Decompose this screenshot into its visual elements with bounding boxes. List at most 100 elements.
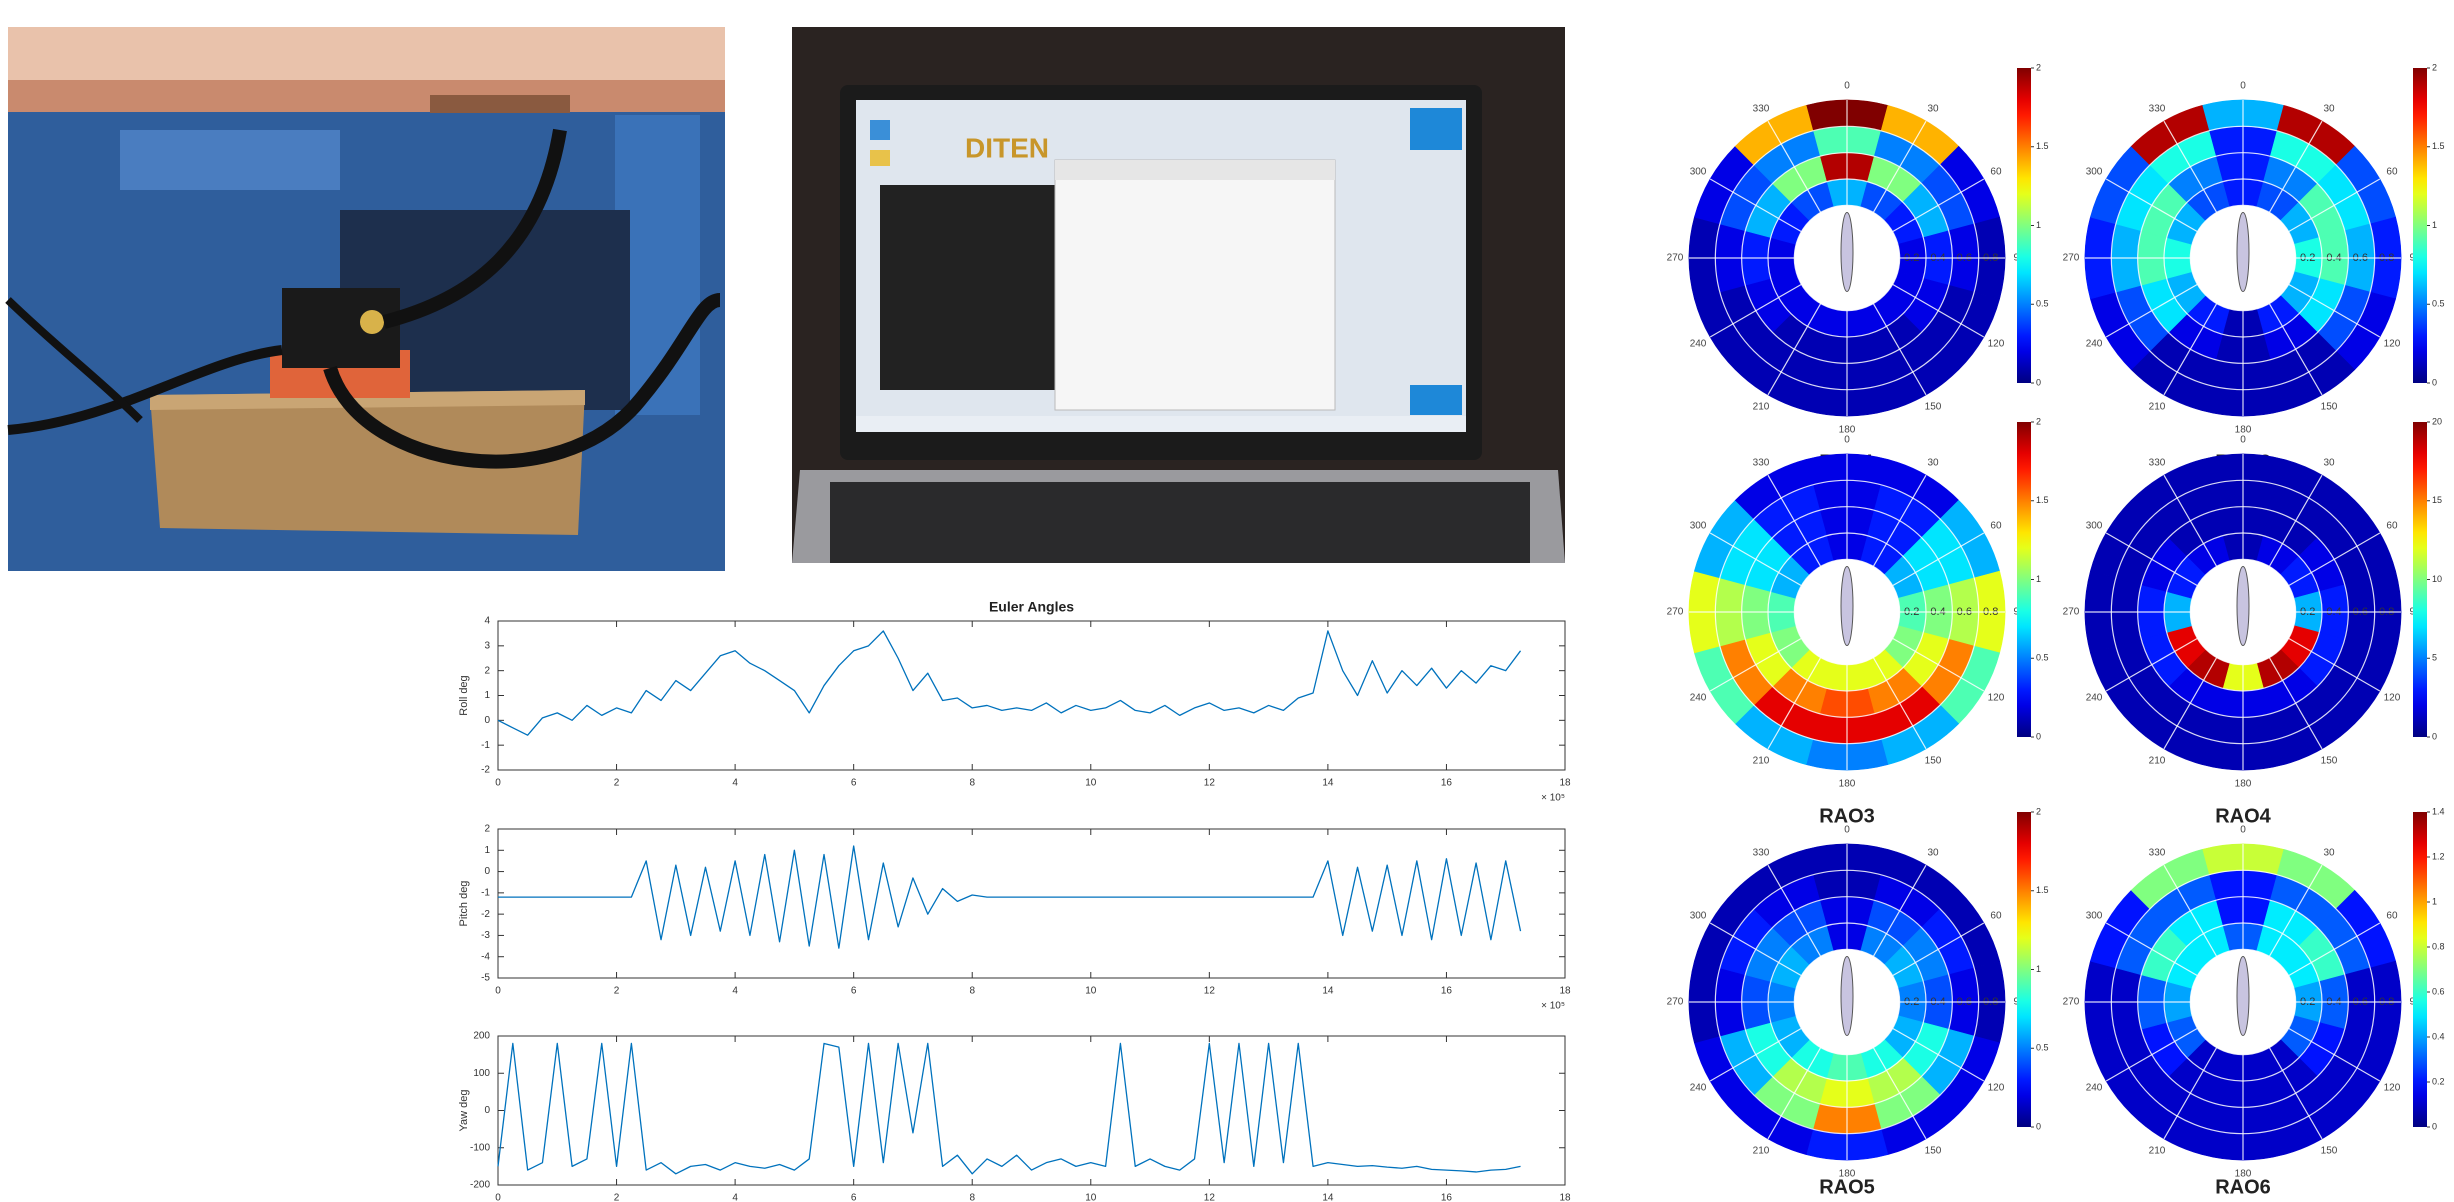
angular-tick-label: 60: [1990, 167, 2002, 178]
angular-tick-label: 150: [2321, 1146, 2338, 1157]
colorbar-tick-label: 1.2: [2432, 851, 2445, 861]
colorbar: [2017, 812, 2031, 1127]
angular-grid: [2105, 1027, 2198, 1082]
x-tick-label: 18: [1559, 986, 1571, 997]
y-tick-label: 1: [484, 845, 490, 856]
data-line: [497, 1042, 1521, 1175]
colorbar-tick-label: 2: [2036, 62, 2041, 72]
angular-tick-label: 60: [1990, 521, 2002, 532]
colorbar-tick-label: 1.5: [2432, 141, 2445, 151]
angular-grid: [2268, 120, 2323, 213]
angular-tick-label: 150: [2321, 756, 2338, 767]
angular-tick-label: 180: [2235, 425, 2252, 436]
angular-grid: [1709, 922, 1802, 977]
colorbar-tick-label: 0.4: [2432, 1031, 2445, 1041]
x-tick-label: 0: [495, 1193, 501, 1202]
angular-grid: [1872, 303, 1927, 396]
y-tick-label: -2: [481, 909, 490, 920]
y-tick-label: -3: [481, 930, 490, 941]
y-axis-label: Roll deg: [458, 675, 470, 715]
angular-grid: [1892, 922, 1985, 977]
angular-tick-label: 330: [1753, 458, 1770, 469]
colorbar-tick-label: 1: [2432, 220, 2437, 230]
colorbar-tick-label: 0.2: [2432, 1076, 2445, 1086]
y-tick-label: -1: [481, 740, 490, 751]
angular-tick-label: 330: [2149, 458, 2166, 469]
angular-grid: [1892, 637, 1985, 692]
angular-tick-label: 270: [1667, 607, 1684, 618]
angular-grid: [1892, 532, 1985, 587]
angular-tick-label: 300: [1690, 521, 1707, 532]
colorbar: [2017, 422, 2031, 737]
vessel-icon: [1840, 212, 1854, 292]
polar-plot: 0.20.40.60.80306090120150180210240270300…: [1667, 62, 2049, 473]
polar-plot: 0.20.40.60.80306090120150180210240270300…: [1667, 806, 2049, 1198]
colorbar-tick-label: 0: [2036, 377, 2041, 387]
angular-grid: [2105, 922, 2198, 977]
x-tick-label: 18: [1559, 778, 1571, 789]
y-tick-label: -100: [470, 1142, 490, 1153]
vessel-icon: [2236, 956, 2250, 1036]
angular-tick-label: 180: [1839, 1169, 1856, 1180]
x-tick-label: 18: [1559, 1193, 1571, 1202]
angular-tick-label: 240: [2086, 1083, 2103, 1094]
angular-tick-label: 0: [1844, 81, 1850, 92]
x-tick-label: 4: [732, 778, 738, 789]
angular-tick-label: 180: [2235, 1169, 2252, 1180]
photo-sensor: [5, 27, 725, 571]
angular-tick-label: 330: [2149, 848, 2166, 859]
y-tick-label: 0: [484, 715, 490, 726]
y-tick-label: 2: [484, 665, 490, 676]
screen-logo: DITEN: [965, 132, 1049, 163]
angular-grid: [1872, 1047, 1927, 1140]
angular-grid: [1872, 474, 1927, 567]
angular-grid: [1767, 120, 1822, 213]
x-tick-label: 2: [614, 778, 620, 789]
x-tick-label: 4: [732, 986, 738, 997]
angular-tick-label: 300: [1690, 167, 1707, 178]
angular-grid: [1709, 1027, 1802, 1082]
colorbar-tick-label: 20: [2432, 416, 2442, 426]
colorbar: [2413, 422, 2427, 737]
angular-tick-label: 30: [1927, 458, 1939, 469]
angular-grid: [1767, 657, 1822, 750]
y-tick-label: -1: [481, 887, 490, 898]
x-tick-label: 0: [495, 986, 501, 997]
angular-tick-label: 270: [2063, 253, 2080, 264]
colorbar: [2413, 68, 2427, 383]
colorbar-tick-label: 1: [2036, 220, 2041, 230]
angular-tick-label: 60: [2386, 521, 2398, 532]
angular-tick-label: 120: [2384, 1083, 2401, 1094]
y-tick-label: -5: [481, 973, 490, 984]
angular-grid: [2163, 657, 2218, 750]
angular-tick-label: 120: [1988, 693, 2005, 704]
polar-plot: 0.20.40.60.80306090120150180210240270300…: [1667, 416, 2049, 827]
data-line: [498, 845, 1522, 949]
angular-grid: [1767, 474, 1822, 567]
angular-tick-label: 330: [1753, 104, 1770, 115]
colorbar-tick-label: 0.6: [2432, 986, 2445, 996]
angular-tick-label: 30: [2323, 848, 2335, 859]
x-multiplier: × 10⁵: [1541, 793, 1565, 804]
x-multiplier: × 10⁵: [1541, 1001, 1565, 1012]
angular-tick-label: 210: [2149, 1146, 2166, 1157]
angular-grid: [2288, 283, 2381, 338]
vessel-icon: [1840, 566, 1854, 646]
colorbar-tick-label: 1: [2432, 896, 2437, 906]
angular-grid: [2105, 637, 2198, 692]
colorbar: [2413, 812, 2427, 1127]
angular-grid: [2268, 474, 2323, 567]
x-tick-label: 8: [969, 1193, 975, 1202]
x-tick-label: 8: [969, 778, 975, 789]
angular-tick-label: 30: [2323, 458, 2335, 469]
colorbar-tick-label: 1.5: [2036, 495, 2049, 505]
angular-grid: [2288, 532, 2381, 587]
angular-tick-label: 240: [1690, 339, 1707, 350]
x-tick-label: 12: [1204, 986, 1216, 997]
colorbar-tick-label: 0: [2036, 731, 2041, 741]
x-tick-label: 6: [851, 986, 857, 997]
angular-tick-label: 0: [2240, 435, 2246, 446]
angular-tick-label: 120: [2384, 693, 2401, 704]
angular-tick-label: 270: [1667, 997, 1684, 1008]
